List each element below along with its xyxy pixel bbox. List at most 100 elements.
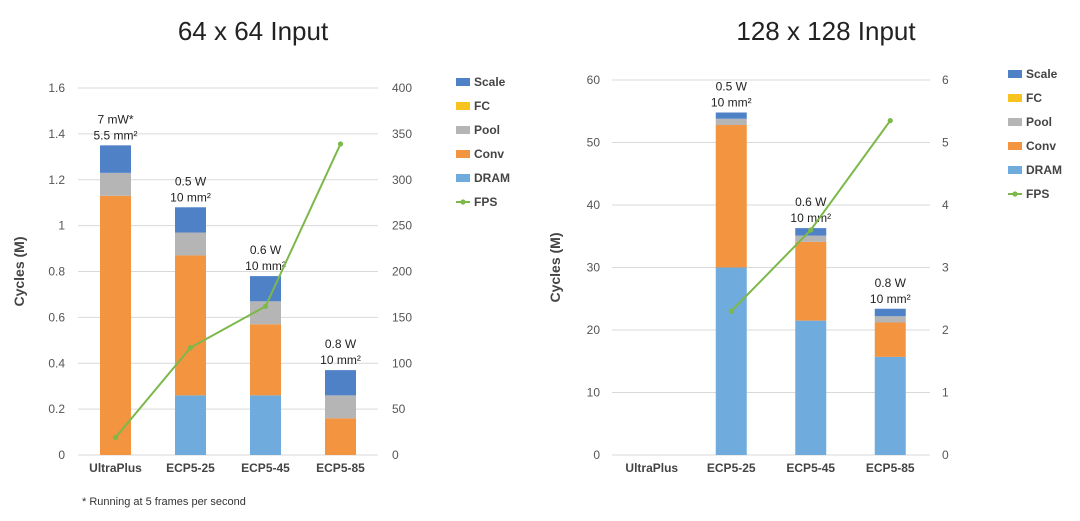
legend-swatch-fps-marker	[460, 199, 466, 205]
legend-label-fc: FC	[474, 99, 490, 113]
bar-dram-ecp5-45	[250, 395, 281, 455]
bar-pool-ultraplus	[100, 172, 131, 196]
chart-128x128: 128 x 128 Input 0 10 20 30 40 50 60 0 1 2 3 4 5 6 Cycle…	[547, 16, 1062, 475]
x-tick-label: ECP5-25	[166, 461, 215, 475]
y2-tick-label: 1	[942, 386, 949, 400]
y2-tick-label: 400	[392, 81, 412, 95]
y2-tick-label: 5	[942, 136, 949, 150]
y-tick-label: 0.6	[48, 310, 65, 324]
bar-annotation: 10 mm²	[711, 96, 752, 110]
legend-label-scale: Scale	[1026, 67, 1058, 81]
bar-scale-ultraplus	[100, 145, 131, 173]
bar-pool-ecp5-45	[250, 301, 281, 325]
y2-tick-label: 200	[392, 265, 412, 279]
fps-point	[887, 118, 893, 124]
legend-swatch-fps-marker	[1012, 191, 1018, 197]
chart-64x64: 64 x 64 Input 0 0.2 0.4 0.6 0.8 1 1.2 1.4 1.6 0 50 1…	[11, 16, 510, 475]
bar-pool-ecp5-85	[325, 395, 356, 419]
bar-dram-ecp5-25	[715, 267, 747, 455]
legend-swatch-conv	[1008, 142, 1022, 150]
chart-title: 64 x 64 Input	[178, 16, 329, 46]
bar-scale-ecp5-85	[874, 308, 906, 317]
legend-label-scale: Scale	[474, 75, 506, 89]
x-tick-label: ECP5-45	[241, 461, 290, 475]
y2-tick-label: 6	[942, 73, 949, 87]
y2-tick-label: 300	[392, 173, 412, 187]
legend-swatch-scale	[456, 78, 470, 86]
legend-label-pool: Pool	[474, 123, 500, 137]
legend-label-fc: FC	[1026, 91, 1042, 105]
bar-conv-ecp5-45	[795, 241, 827, 321]
bar-annotation: 0.5 W	[175, 174, 207, 188]
x-tick-label: ECP5-45	[786, 461, 835, 475]
y-tick-label: 1.4	[48, 127, 65, 141]
bar-annotation: 0.6 W	[795, 195, 827, 209]
y-tick-label: 0	[58, 448, 65, 462]
fps-point	[262, 303, 269, 309]
fps-point	[728, 308, 734, 314]
y-tick-label: 40	[587, 198, 601, 212]
fps-point	[112, 434, 119, 441]
legend-label-conv: Conv	[1026, 139, 1056, 153]
legend-label-dram: DRAM	[474, 171, 510, 185]
bar-pool-ecp5-25	[175, 232, 206, 256]
y2-tick-label: 150	[392, 310, 412, 324]
bar-pool-ecp5-25	[715, 118, 747, 125]
bar-conv-ultraplus	[100, 195, 131, 455]
fps-point	[337, 141, 344, 147]
legend-swatch-pool	[456, 126, 470, 134]
y-tick-label: 30	[587, 261, 601, 275]
y-tick-label: 0.2	[48, 402, 65, 416]
legend-swatch-scale	[1008, 70, 1022, 78]
bar-scale-ecp5-25	[175, 207, 206, 233]
x-tick-label: UltraPlus	[625, 461, 678, 475]
y-tick-label: 60	[587, 73, 601, 87]
y-tick-label: 10	[587, 386, 601, 400]
y-tick-label: 1.6	[48, 81, 65, 95]
y2-tick-label: 350	[392, 127, 412, 141]
y2-tick-label: 4	[942, 198, 949, 212]
legend-swatch-fc	[456, 102, 470, 110]
legend-swatch-conv	[456, 150, 470, 158]
x-tick-label: ECP5-85	[316, 461, 365, 475]
y2-tick-label: 0	[392, 448, 399, 462]
bar-scale-ecp5-45	[250, 276, 281, 302]
bar-annotation: 10 mm²	[870, 292, 911, 306]
bar-pool-ecp5-45	[795, 235, 827, 242]
y2-tick-label: 100	[392, 356, 412, 370]
y-axis-label: Cycles (M)	[547, 232, 563, 302]
fps-point	[808, 227, 814, 233]
legend-swatch-dram	[456, 174, 470, 182]
bar-scale-ecp5-85	[325, 370, 356, 396]
bar-annotation: 10 mm²	[170, 190, 211, 204]
chart-title: 128 x 128 Input	[736, 16, 916, 46]
legend-label-fps: FPS	[1026, 187, 1049, 201]
bar-annotation: 0.6 W	[250, 243, 282, 257]
bar-dram-ecp5-45	[795, 320, 827, 455]
y-tick-label: 20	[587, 323, 601, 337]
y-tick-label: 0	[593, 448, 600, 462]
bar-annotation: 10 mm²	[320, 353, 361, 367]
bar-conv-ecp5-45	[250, 324, 281, 396]
y-tick-label: 1	[58, 219, 65, 233]
x-tick-label: ECP5-85	[866, 461, 915, 475]
bar-annotation: 7 mW*	[98, 112, 134, 126]
bar-conv-ecp5-25	[175, 255, 206, 396]
y-tick-label: 0.4	[48, 356, 65, 370]
x-tick-label: UltraPlus	[89, 461, 142, 475]
y-axis-label: Cycles (M)	[11, 236, 27, 306]
bar-conv-ecp5-85	[325, 418, 356, 455]
bar-annotation: 5.5 mm²	[93, 128, 137, 142]
bar-annotation: 10 mm²	[790, 211, 831, 225]
x-tick-label: ECP5-25	[707, 461, 756, 475]
y2-tick-label: 50	[392, 402, 406, 416]
y-tick-label: 0.8	[48, 265, 65, 279]
y2-tick-label: 250	[392, 219, 412, 233]
fps-line	[114, 143, 342, 439]
legend-swatch-dram	[1008, 166, 1022, 174]
y2-tick-label: 0	[942, 448, 949, 462]
legend-label-dram: DRAM	[1026, 163, 1062, 177]
y-tick-label: 50	[587, 136, 601, 150]
y2-tick-label: 3	[942, 261, 949, 275]
